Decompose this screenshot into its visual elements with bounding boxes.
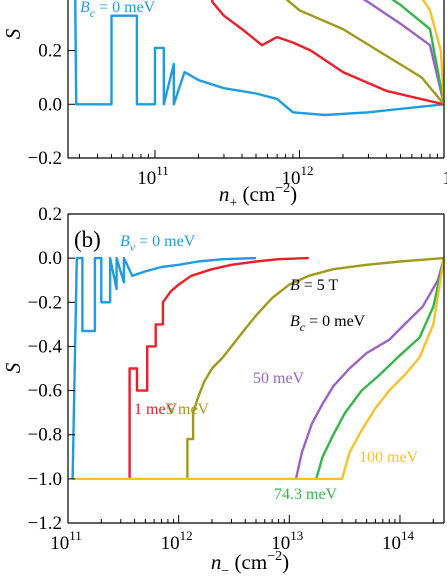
annotation-1: B = 5 T	[290, 277, 339, 294]
y-tick-label: 0.2	[38, 204, 62, 225]
annotation-4: 5 meV	[166, 401, 210, 418]
annotation-6: 100 meV	[359, 449, 419, 466]
series-line-1	[210, 0, 444, 106]
y-tick-label: −1.0	[28, 469, 62, 490]
series-line-1	[128, 256, 309, 479]
series-group	[74, 0, 444, 117]
series-line-3	[362, 0, 444, 105]
y-tick-label: −0.6	[28, 381, 62, 402]
panel-bottom: −1.2 −1.0 −0.8 −0.6 −0.4 −0.2 0.0 0.2 1011 1012 10…	[1, 204, 445, 578]
y-tick-label: −0.2	[28, 292, 62, 313]
series-line-5	[421, 0, 444, 105]
y-tick-label: −1.2	[28, 513, 62, 534]
series-line-0	[71, 256, 257, 479]
annotation-0: Bv = 0 meV	[120, 233, 196, 254]
x-axis-title: n+ (cm−2)	[219, 181, 297, 211]
series-line-3	[294, 257, 444, 480]
y-tick-label: −0.8	[28, 425, 62, 446]
panel-label: (b)	[74, 227, 101, 252]
x-tick-label: 1014	[382, 528, 415, 554]
series-line-2	[285, 0, 444, 106]
y-tick-label: 0.0	[38, 94, 62, 115]
annotation-2: Bc = 0 meV	[290, 313, 366, 334]
series-line-4	[315, 257, 444, 480]
x-tick-label: 10	[443, 168, 447, 189]
y-tick-label: −0.2	[28, 148, 62, 169]
y-axis-title: S	[1, 362, 25, 373]
annotation-7: 74.3 meV	[274, 486, 338, 503]
x-tick-label: 1011	[50, 528, 82, 554]
series-line-2	[186, 256, 444, 479]
y-tick-label: 0.0	[38, 248, 62, 269]
annotation-5: 50 meV	[253, 370, 305, 387]
annotation-3: 1 meV	[134, 401, 178, 418]
series-line-0	[74, 0, 444, 117]
series-line-5	[72, 257, 444, 481]
y-axis-title: S	[1, 28, 25, 39]
series-group	[71, 256, 444, 481]
y-tick-label: −0.4	[28, 336, 63, 357]
y-tick-label: 0.2	[38, 41, 62, 62]
x-axis-title: n− (cm−2)	[211, 549, 289, 578]
x-tick-label: 1012	[161, 528, 193, 554]
annotation-bc-top: Bc = 0 meV	[80, 0, 156, 20]
series-line-4	[391, 0, 444, 105]
x-tick-label: 1011	[137, 163, 169, 189]
panel-top: −0.20.00.21011101210Sn+ (cm−2)Bc = 0 meV	[1, 0, 447, 211]
